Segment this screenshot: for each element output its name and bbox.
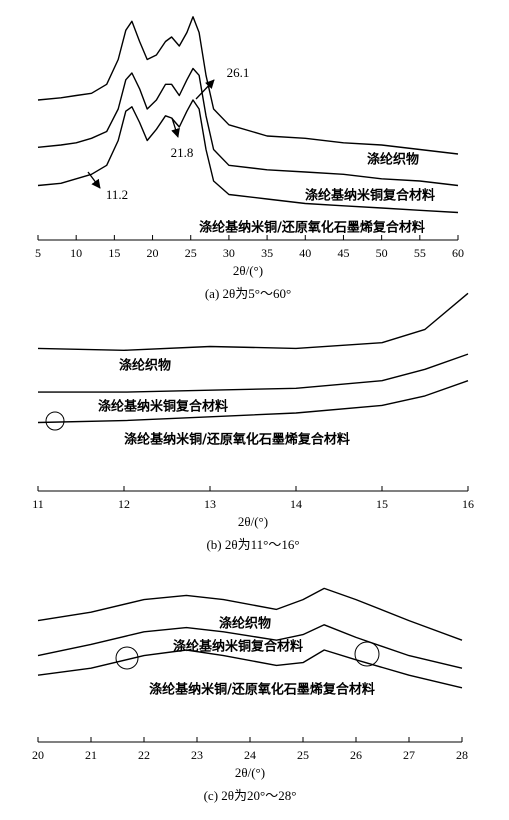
- x-axis-label: 2θ/(°): [233, 263, 263, 278]
- x-tick-label: 25: [297, 748, 309, 762]
- series-label: 涤纶基纳米铜/还原氧化石墨烯复合材料: [124, 432, 350, 448]
- data-line: [37, 67, 459, 187]
- highlight-circle: [45, 411, 65, 431]
- arrow: [195, 79, 215, 100]
- x-tick-label: 55: [414, 246, 426, 260]
- x-tick-label: 60: [452, 246, 464, 260]
- series-label: 涤纶基纳米铜复合材料: [305, 188, 435, 204]
- series-label: 涤纶织物: [219, 616, 271, 632]
- x-tick-label: 15: [376, 497, 388, 511]
- series-label: 涤纶基纳米铜/还原氧化石墨烯复合材料: [199, 220, 425, 236]
- data-line: [37, 624, 463, 669]
- data-line: [37, 380, 469, 424]
- series-label: 涤纶基纳米铜复合材料: [98, 399, 228, 415]
- x-tick-label: 11: [32, 497, 44, 511]
- highlight-circle: [354, 641, 380, 667]
- data-line: [37, 99, 459, 214]
- x-tick-label: 20: [147, 246, 159, 260]
- annotation: 21.8: [171, 145, 194, 160]
- x-axis-label: 2θ/(°): [238, 514, 268, 529]
- data-line: [37, 292, 469, 351]
- x-tick-label: 21: [85, 748, 97, 762]
- x-tick-label: 30: [223, 246, 235, 260]
- panel-a-arrows: [87, 79, 215, 189]
- x-tick-label: 16: [462, 497, 474, 511]
- arrow: [171, 117, 180, 138]
- series-label: 涤纶基纳米铜复合材料: [173, 639, 303, 655]
- series-label: 涤纶织物: [119, 358, 171, 374]
- series-label: 涤纶织物: [367, 152, 419, 168]
- series-label: 涤纶基纳米铜/还原氧化石墨烯复合材料: [149, 682, 375, 698]
- x-tick-label: 23: [191, 748, 203, 762]
- data-line: [37, 587, 463, 641]
- x-tick-label: 45: [337, 246, 349, 260]
- panel-caption: (c) 2θ为20°～28°: [204, 788, 297, 803]
- x-tick-label: 5: [35, 246, 41, 260]
- x-tick-label: 10: [70, 246, 82, 260]
- x-tick-label: 35: [261, 246, 273, 260]
- x-axis-label: 2θ/(°): [235, 765, 265, 780]
- x-tick-label: 15: [108, 246, 120, 260]
- x-tick-label: 13: [204, 497, 216, 511]
- x-tick-label: 12: [118, 497, 130, 511]
- x-tick-label: 50: [376, 246, 388, 260]
- annotation: 11.2: [106, 187, 128, 202]
- x-tick-label: 24: [244, 748, 256, 762]
- panel-caption: (a) 2θ为5°～60°: [205, 286, 291, 301]
- x-tick-label: 14: [290, 497, 302, 511]
- data-line: [38, 353, 469, 393]
- x-tick-label: 25: [185, 246, 197, 260]
- x-tick-label: 27: [403, 748, 415, 762]
- annotation: 26.1: [227, 65, 250, 80]
- circles: [45, 411, 380, 670]
- panel-caption: (b) 2θ为11°～16°: [206, 537, 299, 552]
- data-line: [37, 16, 459, 155]
- x-tick-label: 20: [32, 748, 44, 762]
- x-tick-label: 40: [299, 246, 311, 260]
- highlight-circle: [115, 646, 139, 670]
- x-tick-label: 22: [138, 748, 150, 762]
- x-tick-label: 28: [456, 748, 468, 762]
- x-tick-label: 26: [350, 748, 362, 762]
- data-line: [37, 649, 463, 689]
